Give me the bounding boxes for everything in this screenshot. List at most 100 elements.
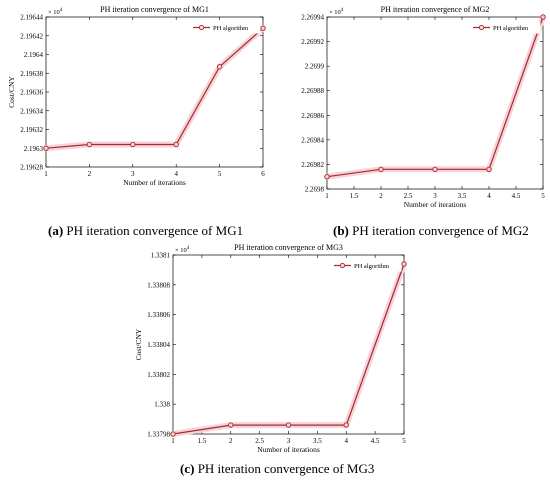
y-tick-label: 2.1964: [24, 51, 44, 59]
series-line-shadow: [43, 25, 266, 152]
y-tick-label: 1.338: [154, 401, 170, 409]
chart-title: PH iteration convergence of MG3: [234, 243, 343, 252]
data-point: [343, 422, 349, 428]
data-point: [43, 145, 49, 151]
y-tick-label: 2.19634: [20, 107, 43, 115]
y-tick-label: 1.33804: [147, 341, 170, 349]
legend-label: PH algorithm: [213, 25, 248, 32]
x-tick-label: 3.5: [313, 437, 322, 445]
x-axis-label: Number of iterations: [123, 178, 186, 187]
y-tick-label: 2.26992: [301, 38, 324, 46]
y-tick-label: 2.26994: [301, 14, 324, 22]
caption-b-label: (b): [333, 223, 349, 238]
y-tick-label: 2.26984: [301, 136, 324, 144]
x-tick-label: 3: [433, 192, 437, 200]
legend-label: PH algorithm: [493, 25, 528, 32]
y-tick-label: 2.26986: [301, 112, 324, 120]
caption-a: (a) PH iteration convergence of MG1: [48, 223, 243, 239]
x-tick-label: 4.5: [512, 192, 521, 200]
y-tick-label: 2.19632: [20, 126, 43, 134]
y-axis-label: Cost/CNY: [7, 76, 16, 108]
x-tick-label: 2.5: [404, 192, 413, 200]
x-tick-label: 6: [261, 170, 265, 178]
y-tick-label: 2.2699: [305, 63, 325, 71]
x-tick-label: 5: [218, 170, 222, 178]
y-axis-label: Cost/CNY: [134, 328, 143, 360]
y-multiplier: × 104: [329, 8, 344, 16]
y-tick-label: 1.33802: [147, 371, 170, 379]
data-point: [486, 166, 492, 172]
data-point: [170, 431, 176, 437]
x-tick-label: 4: [345, 437, 349, 445]
caption-b-text: PH iteration convergence of MG2: [348, 223, 529, 238]
y-multiplier: × 104: [48, 8, 63, 16]
series-line: [326, 16, 544, 178]
x-tick-label: 5: [402, 437, 406, 445]
caption-c-text: PH iteration convergence of MG3: [194, 461, 375, 476]
x-tick-label: 1: [325, 192, 329, 200]
x-tick-label: 1.5: [198, 437, 207, 445]
y-tick-label: 2.1963: [24, 145, 44, 153]
y-tick-label: 1.33806: [147, 311, 170, 319]
x-tick-label: 4: [174, 170, 178, 178]
y-tick-label: 2.19636: [20, 89, 43, 97]
y-multiplier: × 104: [175, 246, 190, 254]
data-point: [216, 64, 223, 70]
data-point: [260, 25, 266, 31]
x-axis-label: Number of iterations: [257, 445, 320, 454]
chart-2: PH iteration convergence of MG2 1 1.5 2 2.5 3…: [301, 5, 546, 209]
series-line-shadow: [324, 14, 546, 180]
data-point: [228, 422, 234, 428]
legend-label: PH algorithm: [354, 263, 389, 270]
x-tick-label: 1: [171, 437, 175, 445]
chart-3: PH iteration convergence of MG3 1 1.5 2 2.5 3…: [134, 243, 407, 454]
x-tick-label: 4: [487, 192, 491, 200]
chart-title: PH iteration convergence of MG1: [100, 5, 209, 14]
caption-c-label: (c): [180, 461, 195, 476]
data-point: [285, 422, 292, 428]
data-point: [86, 141, 93, 148]
caption-b: (b) PH iteration convergence of MG2: [333, 223, 529, 239]
legend-marker: [478, 24, 485, 31]
x-axis-label: Number of iterations: [404, 200, 467, 209]
legend-marker: [339, 262, 346, 269]
x-tick-label: 4.5: [371, 437, 380, 445]
x-tick-label: 2.5: [255, 437, 264, 445]
y-tick-label: 2.19642: [20, 32, 43, 40]
x-tick-label: 3: [131, 170, 135, 178]
y-tick-label: 1.33798: [147, 431, 170, 439]
y-tick-label: 2.19644: [20, 14, 43, 22]
x-tick-label: 3: [287, 437, 291, 445]
x-tick-label: 5: [541, 192, 545, 200]
chart-1: PH iteration convergence of MG1 1 2 3 4 5 6 2.1…: [7, 5, 266, 187]
x-tick-label: 2: [229, 437, 233, 445]
legend-box: [330, 259, 402, 272]
y-tick-label: 2.26988: [301, 87, 324, 95]
chart-title: PH iteration convergence of MG2: [381, 5, 490, 14]
y-tick-label: 2.19628: [20, 164, 43, 172]
y-tick-label: 2.26982: [301, 161, 324, 169]
data-point: [173, 141, 179, 148]
data-point: [401, 261, 407, 267]
data-point: [324, 174, 330, 180]
caption-c: (c) PH iteration convergence of MG3: [180, 461, 374, 477]
y-tick-label: 2.2698: [305, 186, 325, 194]
legend-marker: [198, 24, 205, 31]
legend-box: [189, 21, 261, 34]
x-tick-label: 1: [44, 170, 48, 178]
caption-a-label: (a): [48, 223, 64, 238]
data-point: [378, 166, 384, 172]
data-point: [540, 14, 546, 20]
plot-area: [172, 254, 405, 435]
x-tick-label: 2: [88, 170, 92, 178]
series-line-shadow: [170, 261, 407, 437]
series-line: [172, 263, 405, 435]
x-tick-label: 3.5: [458, 192, 467, 200]
legend-box: [469, 21, 541, 34]
data-point: [130, 141, 136, 148]
y-tick-label: 2.19638: [20, 70, 43, 78]
data-point: [432, 166, 438, 172]
x-tick-label: 2: [379, 192, 383, 200]
y-tick-label: 1.33808: [147, 281, 170, 289]
